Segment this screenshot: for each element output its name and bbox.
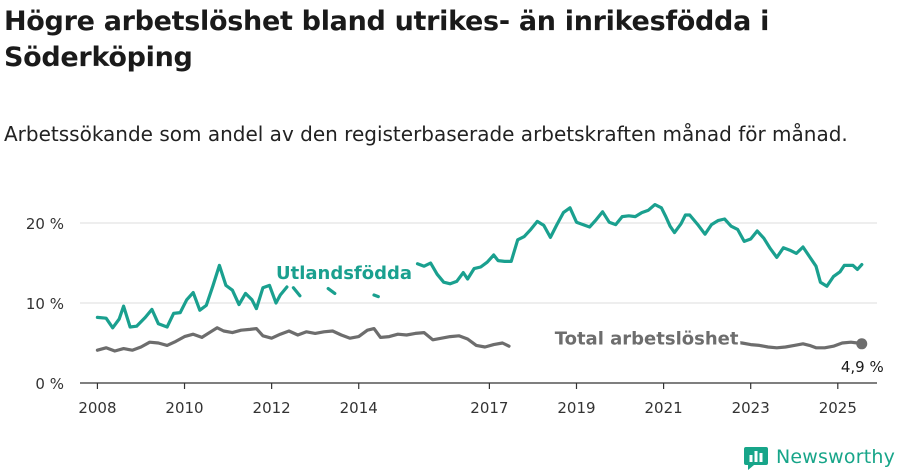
y-tick-label: 10 % [26, 295, 64, 313]
series-line-utlandsfodda [415, 203, 864, 288]
chart-subtitle: Arbetssökande som andel av den registerb… [4, 122, 848, 146]
x-tick-label: 2021 [645, 399, 683, 417]
series-line-total [95, 326, 511, 353]
series-line-total [707, 338, 864, 350]
x-tick-label: 2025 [819, 399, 857, 417]
gridlines [80, 222, 877, 304]
x-tick-label: 2010 [165, 399, 203, 417]
bar-chart-logo-icon [744, 447, 768, 470]
x-tick-label: 2017 [470, 399, 508, 417]
axes: 0 % 10 % 20 % 2008 2010 2012 2014 2017 2019 2021 2… [26, 215, 877, 417]
x-tick-label: 2014 [340, 399, 378, 417]
series-line-utlandsfodda [291, 286, 302, 298]
y-tick-label: 0 % [35, 375, 64, 393]
brand-name: Newsworthy [776, 446, 896, 468]
series-lines [95, 203, 868, 353]
series-line-utlandsfodda [326, 287, 337, 295]
x-tick-label: 2019 [557, 399, 595, 417]
y-tick-label: 20 % [26, 215, 64, 233]
x-tick-label: 2012 [253, 399, 291, 417]
last-value-marker [856, 338, 868, 350]
series-label-utlandsfodda: Utlandsfödda [276, 263, 412, 284]
chart-title: Högre arbetslöshet bland utrikes- än inr… [4, 6, 770, 73]
brand-logo[interactable]: Newsworthy [744, 443, 895, 471]
x-tick-label: 2008 [78, 399, 116, 417]
x-tick-label: 2023 [732, 399, 770, 417]
series-line-utlandsfodda [95, 263, 289, 330]
last-value-label: 4,9 % [841, 358, 884, 376]
series-line-utlandsfodda [372, 293, 380, 299]
series-labels: Utlandsfödda Total arbetslöshet 4,9 % [273, 261, 884, 376]
series-label-total: Total arbetslöshet [555, 329, 739, 350]
